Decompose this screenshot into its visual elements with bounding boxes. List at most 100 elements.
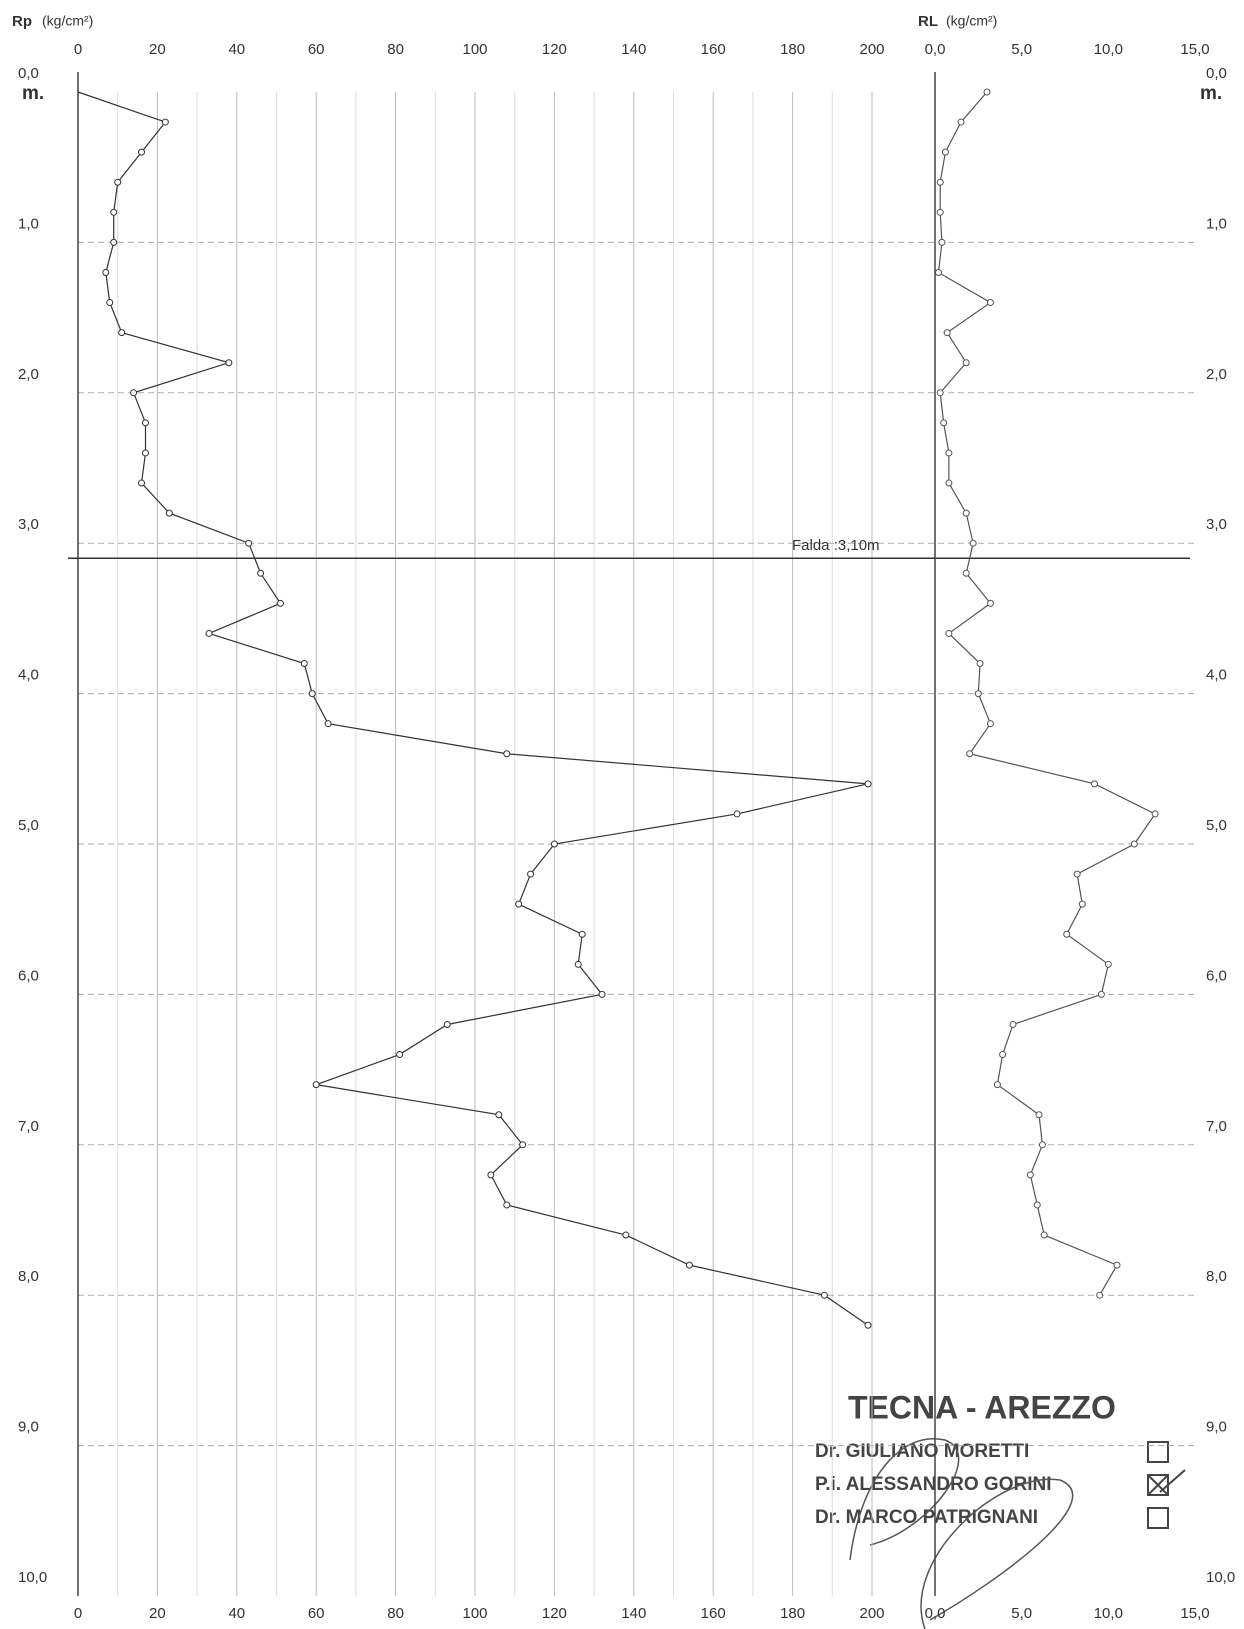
data-point [733, 810, 741, 818]
data-point [622, 1231, 630, 1239]
x-tick-label: 140 [621, 1605, 646, 1622]
data-point [110, 208, 118, 216]
data-point [864, 1321, 872, 1329]
data-point [820, 1291, 828, 1299]
x-tick-label: 80 [387, 1605, 404, 1622]
stamp-name: Dr. GIULIANO MORETTI [815, 1441, 1029, 1462]
data-point [974, 690, 982, 698]
x-tick-label: 100 [462, 1605, 487, 1622]
data-point [324, 720, 332, 728]
x-tick-label: 160 [701, 1605, 726, 1622]
data-point [503, 1201, 511, 1209]
y-tick-label: 4,0 [18, 667, 39, 684]
y-tick-label: 3,0 [1206, 516, 1227, 533]
data-point [1096, 1291, 1104, 1299]
x-tick-label: 120 [542, 1605, 567, 1622]
data-point [941, 148, 949, 156]
data-point [934, 268, 942, 276]
data-point [943, 329, 951, 337]
data-point [130, 389, 138, 397]
y-tick-label: 5,0 [1206, 817, 1227, 834]
checkbox [1147, 1441, 1169, 1463]
data-point [138, 148, 146, 156]
y-tick-label: 9,0 [1206, 1419, 1227, 1436]
data-point [1009, 1020, 1017, 1028]
data-point [1104, 960, 1112, 968]
data-point [1040, 1231, 1048, 1239]
y-tick-label: 7,0 [18, 1118, 39, 1135]
data-point [957, 118, 965, 126]
y-tick-label: 3,0 [18, 516, 39, 533]
data-point [1063, 930, 1071, 938]
y-tick-label: 2,0 [1206, 366, 1227, 383]
stamp-company: TECNA - AREZZO [848, 1389, 1116, 1425]
x-tick-label: 120 [542, 41, 567, 58]
y-tick-label: 0,0 [1206, 65, 1227, 82]
data-point [245, 539, 253, 547]
x-tick-label: 60 [308, 1605, 325, 1622]
data-point [962, 569, 970, 577]
data-point [1038, 1141, 1046, 1149]
x-tick-label: 60 [308, 41, 325, 58]
y-tick-label: 10,0 [18, 1569, 47, 1586]
data-point [1097, 990, 1105, 998]
data-point [983, 88, 991, 96]
data-point [938, 238, 946, 246]
y-tick-label: 9,0 [18, 1419, 39, 1436]
x-tick-label: 100 [462, 41, 487, 58]
x-tick-label: 80 [387, 41, 404, 58]
data-point [969, 539, 977, 547]
signature [849, 1438, 1074, 1629]
x-tick-label: 0,0 [925, 41, 946, 58]
x-tick-label: 15,0 [1180, 41, 1209, 58]
data-point [114, 178, 122, 186]
y-tick-label: 5,0 [18, 817, 39, 834]
y-tick-label: 4,0 [1206, 667, 1227, 684]
x-tick-label: 180 [780, 41, 805, 58]
data-line [77, 91, 869, 1326]
x-tick-label: 15,0 [1180, 1605, 1209, 1622]
data-point [1026, 1171, 1034, 1179]
data-point [936, 178, 944, 186]
data-point [1073, 870, 1081, 878]
check-mark [1147, 1469, 1186, 1496]
data-point [141, 449, 149, 457]
stamp-name: P.i. ALESSANDRO GORINI [815, 1474, 1051, 1495]
data-point [999, 1051, 1007, 1059]
x-tick-label: 5,0 [1011, 41, 1032, 58]
data-point [1090, 780, 1098, 788]
data-point [598, 990, 606, 998]
data-point [312, 1081, 320, 1089]
data-point [936, 389, 944, 397]
rp-unit: (kg/cm²) [42, 13, 93, 29]
data-point [519, 1141, 527, 1149]
data-point [962, 359, 970, 367]
y-tick-label: 1,0 [18, 215, 39, 232]
data-point [945, 479, 953, 487]
data-point [106, 299, 114, 307]
x-tick-label: 0,0 [925, 1605, 946, 1622]
data-point [966, 750, 974, 758]
depth-unit: m. [22, 83, 44, 104]
data-point [1033, 1201, 1041, 1209]
data-point [945, 449, 953, 457]
y-tick-label: 8,0 [18, 1268, 39, 1285]
data-point [443, 1020, 451, 1028]
data-point [1113, 1261, 1121, 1269]
rl-unit: (kg/cm²) [946, 13, 997, 29]
data-point [962, 509, 970, 517]
data-point [138, 479, 146, 487]
data-point [118, 329, 126, 337]
x-tick-label: 10,0 [1094, 41, 1123, 58]
data-point [300, 660, 308, 668]
data-point [515, 900, 523, 908]
data-point [141, 419, 149, 427]
data-point [487, 1171, 495, 1179]
data-point [1078, 900, 1086, 908]
x-tick-label: 140 [621, 41, 646, 58]
data-point [503, 750, 511, 758]
depth-unit: m. [1200, 83, 1222, 104]
data-point [165, 509, 173, 517]
data-point [110, 238, 118, 246]
